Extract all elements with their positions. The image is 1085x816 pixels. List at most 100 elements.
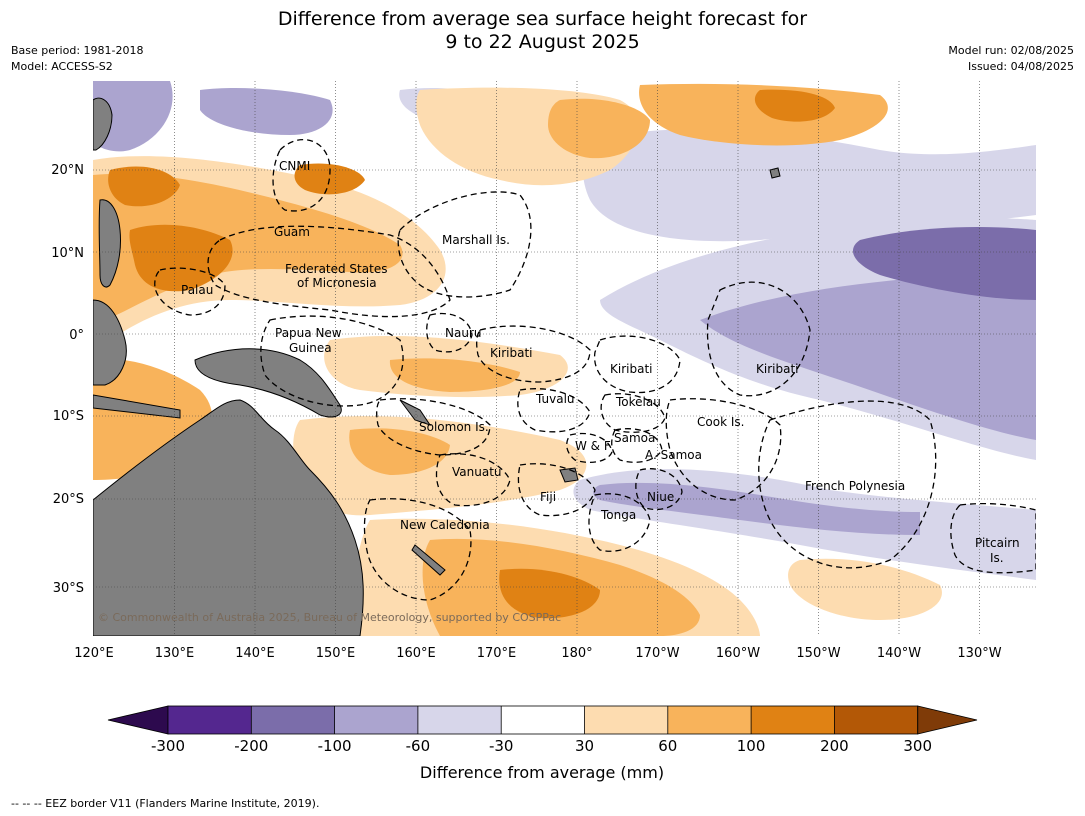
eez-kiribati-e [706, 281, 811, 397]
lon-label-150w: 150°W [796, 646, 840, 661]
gridlines [93, 81, 1036, 636]
australia [93, 399, 364, 636]
colorbar-extend-low [107, 705, 169, 735]
eez-fiji [517, 463, 596, 517]
pos-field-north-central-mid [548, 98, 650, 159]
colorbar-tick-60: 60 [658, 737, 677, 755]
colorbar-extend-high [917, 705, 978, 735]
eez-tuvalu [517, 388, 591, 433]
pos-field-philippine-sea [108, 166, 180, 207]
model-run: Model run: 02/08/2025 [948, 44, 1074, 57]
label-fsm-2: of Micronesia [297, 276, 377, 290]
eez-samoa [611, 428, 663, 463]
lon-label-160e: 160°E [396, 646, 436, 661]
neg-field-east-pacific-mid [700, 274, 1036, 440]
lon-label-170e: 170°E [477, 646, 517, 661]
positive-anomaly-fields [93, 83, 942, 636]
label-vanuatu: Vanuatu [452, 465, 502, 479]
latitude-labels: 20°N 10°N 0° 10°S 20°S 30°S [51, 163, 84, 596]
lat-label-0: 0° [69, 328, 84, 343]
label-solomon: Solomon Is. [419, 420, 489, 434]
eez-nauru [426, 312, 473, 353]
label-niue: Niue [647, 490, 674, 504]
label-nauru: Nauru [445, 326, 481, 340]
colorbar-tick-minus-200: -200 [234, 737, 268, 755]
pos-field-north-east-core [754, 89, 835, 122]
pos-field-micronesia-core [129, 224, 233, 292]
eez-fsm [207, 225, 451, 318]
pos-field-coral-sea-mid [349, 428, 450, 475]
pos-field-equatorial-mid [389, 358, 520, 392]
title-line-2: 9 to 22 August 2025 [445, 31, 640, 53]
lon-label-120e: 120°E [74, 646, 114, 661]
colorbar-bin-8 [751, 706, 835, 734]
eez-tokelau [600, 393, 666, 433]
hawaii [769, 167, 781, 179]
eez-footnote: -- -- -- EEZ border V11 (Flanders Marine… [11, 797, 320, 810]
colorbar-frame [167, 705, 919, 735]
colorbar-tick-100: 100 [737, 737, 766, 755]
new-caledonia-island [411, 544, 446, 576]
issued-date: Issued: 04/08/2025 [967, 60, 1074, 73]
borneo-sulawesi [93, 299, 127, 386]
colorbar-tick-200: 200 [820, 737, 849, 755]
colorbar-tick-300: 300 [903, 737, 932, 755]
lon-label-150e: 150°E [316, 646, 356, 661]
lon-label-130e: 130°E [155, 646, 195, 661]
map-area: © Commonwealth of Australia 2025, Bureau… [93, 81, 1036, 636]
base-period: Base period: 1981-2018 [11, 44, 144, 57]
colorbar-bin-9 [834, 706, 918, 734]
philippines [98, 199, 121, 288]
label-cook: Cook Is. [697, 415, 744, 429]
colorbar-tick-minus-300: -300 [151, 737, 185, 755]
lon-label-140e: 140°E [235, 646, 275, 661]
eez-new-caledonia [363, 498, 472, 601]
eez-french-polynesia [758, 400, 937, 569]
eez-niue [635, 468, 683, 511]
colorbar: -300 -200 -100 -60 -30 30 60 100 200 300… [107, 705, 978, 782]
label-wallis-futuna: W & F [575, 439, 611, 453]
label-kiribati-west: Kiribati [490, 346, 532, 360]
lon-label-130w: 130°W [957, 646, 1001, 661]
lat-label-20n: 20°N [51, 163, 84, 178]
new-guinea [194, 348, 342, 418]
colorbar-bin-6 [584, 706, 668, 734]
lon-label-180: 180° [561, 646, 592, 661]
eez-kiribati-c [593, 335, 681, 394]
label-tuvalu: Tuvalu [535, 392, 575, 406]
label-fsm-1: Federated States [285, 262, 387, 276]
eez-png [260, 315, 404, 407]
eez-vanuatu [435, 453, 511, 507]
neg-field-north-east [582, 129, 1036, 242]
chart-title: Difference from average sea surface heig… [0, 8, 1085, 54]
label-guam: Guam [274, 225, 310, 239]
eez-marshall [397, 191, 532, 298]
eez-palau [154, 267, 226, 316]
model-name: Model: ACCESS-S2 [11, 60, 113, 73]
eez-solomon [376, 398, 491, 456]
eez-cook [665, 398, 782, 501]
colorbar-tick-minus-100: -100 [318, 737, 352, 755]
meta-left: Base period: 1981-2018 Model: ACCESS-S2 [11, 43, 143, 75]
colorbar-dividers [250, 706, 835, 734]
colorbar-tick-minus-30: -30 [489, 737, 514, 755]
label-kiribati-east: Kiribati [756, 362, 798, 376]
neg-field-north-1 [200, 88, 333, 135]
colorbar-bin-5 [501, 706, 585, 734]
eez-kiribati-w [476, 325, 591, 383]
lat-label-10n: 10°N [51, 246, 84, 261]
taiwan [93, 97, 113, 151]
region-labels: CNMI Guam Marshall Is. Federated States … [181, 159, 1020, 565]
label-png-2: Guinea [289, 341, 332, 355]
lon-label-170w: 170°W [635, 646, 679, 661]
colorbar-tick-minus-60: -60 [406, 737, 431, 755]
label-american-samoa: A. Samoa [645, 448, 702, 462]
meta-right: Model run: 02/08/2025 Issued: 04/08/2025 [948, 43, 1074, 75]
label-kiribati-central: Kiribati [610, 362, 652, 376]
neg-field-east-core [852, 227, 1036, 300]
eez-cnmi [272, 139, 331, 212]
lat-label-20s: 20°S [53, 492, 84, 507]
label-fiji: Fiji [540, 490, 556, 504]
neg-field-nw-corner [93, 81, 173, 152]
